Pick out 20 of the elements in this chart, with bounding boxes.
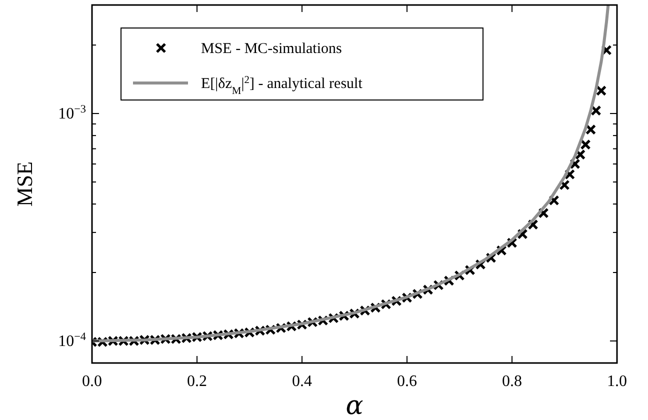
point [574,149,586,160]
point [559,180,570,190]
point [580,139,591,150]
x-tick-label: 0.8 [502,373,522,390]
x-tick-label: 0.6 [397,373,417,390]
point [585,124,596,135]
x-tick-label: 0.2 [187,373,207,390]
point [590,105,602,116]
y-axis-title: MSE [12,161,37,207]
x-tick-label: 0.4 [292,373,312,390]
legend-label: MSE - MC-simulations [201,41,342,57]
x-axis-title: α [346,391,364,420]
point [596,85,607,96]
x-tick-label: 0.0 [82,373,102,390]
x-tick-label: 1.0 [607,373,627,390]
y-tick-label: 10$^{−4}$ [58,330,86,350]
y-tick-label: 10$^{−3}$ [58,104,86,123]
legend-label: E[|δz$_{M}$|$^{2}$] - analytical result [201,74,364,96]
point [538,208,549,218]
line-series [92,5,610,342]
